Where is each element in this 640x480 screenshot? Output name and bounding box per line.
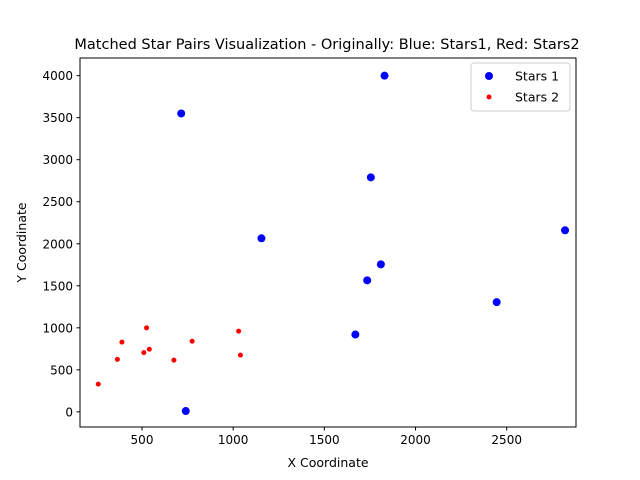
y-tick-label: 3500: [42, 111, 73, 125]
data-point-stars1-9: [181, 407, 190, 416]
y-tick-label: 0: [65, 405, 73, 419]
data-point-stars2-6: [237, 352, 243, 358]
y-tick-label: 4000: [42, 69, 73, 83]
data-point-stars1-6: [363, 276, 372, 285]
y-axis-label: Y Coordinate: [14, 202, 29, 283]
x-tick-label: 1500: [309, 433, 340, 447]
data-point-stars1-0: [380, 71, 389, 80]
data-point-stars2-5: [141, 350, 147, 356]
x-tick-label: 2500: [491, 433, 522, 447]
legend-label-stars1: Stars 1: [515, 69, 559, 84]
data-point-stars2-2: [119, 339, 125, 345]
data-point-stars2-7: [114, 356, 120, 362]
chart-title: Matched Star Pairs Visualization - Origi…: [74, 37, 579, 53]
x-tick-label: 2000: [400, 433, 431, 447]
x-axis: 500 1000 1500 2000 2500: [131, 427, 522, 447]
x-tick-label: 500: [131, 433, 154, 447]
y-tick-label: 1500: [42, 279, 73, 293]
data-point-stars2-3: [189, 338, 195, 344]
data-point-stars1-2: [366, 173, 375, 182]
x-axis-label: X Coordinate: [287, 455, 368, 470]
legend: Stars 1 Stars 2: [470, 62, 571, 112]
plot-area: [95, 71, 570, 416]
data-point-stars1-8: [351, 330, 360, 339]
data-point-stars1-5: [376, 260, 385, 269]
axes-frame: [79, 57, 577, 428]
x-tick-label: 1000: [218, 433, 249, 447]
legend-marker-stars1: [485, 72, 493, 80]
data-point-stars1-3: [257, 234, 266, 243]
y-axis: 0 500 1000 1500 2000 2500 3000 3500 4000: [42, 69, 80, 419]
y-tick-label: 2500: [42, 195, 73, 209]
y-tick-label: 1000: [42, 321, 73, 335]
data-point-stars1-1: [177, 109, 186, 118]
y-tick-label: 3000: [42, 153, 73, 167]
legend-label-stars2: Stars 2: [515, 90, 559, 105]
data-point-stars2-9: [95, 381, 101, 387]
data-point-stars2-0: [144, 325, 150, 331]
data-point-stars2-8: [171, 357, 177, 363]
legend-marker-stars2: [486, 94, 492, 100]
data-point-stars1-4: [561, 226, 570, 235]
data-point-stars2-4: [146, 346, 152, 352]
y-tick-label: 500: [50, 363, 73, 377]
y-tick-label: 2000: [42, 237, 73, 251]
data-point-stars2-1: [236, 328, 242, 334]
legend-box: [470, 62, 571, 112]
data-point-stars1-7: [492, 298, 501, 307]
